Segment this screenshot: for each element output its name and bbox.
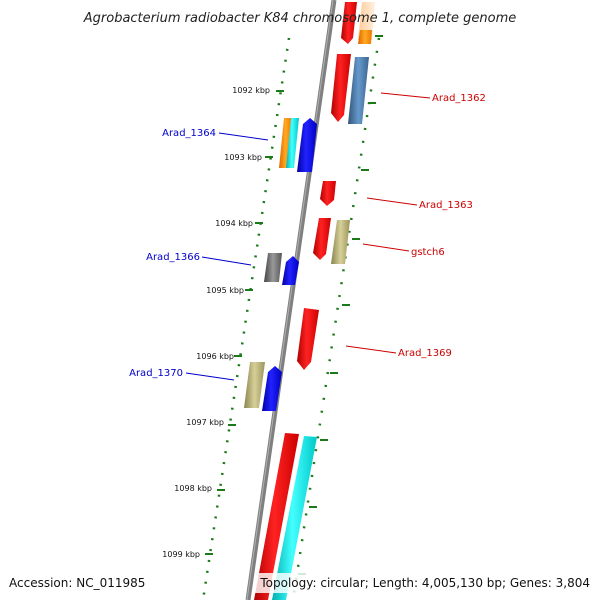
- gene-large-red[interactable]: [254, 433, 299, 600]
- gene-label-gstch6[interactable]: gstch6: [411, 247, 445, 258]
- gene-label-arad-1363[interactable]: Arad_1363: [419, 200, 473, 211]
- genome-backbone: [245, 0, 337, 600]
- gene-label-arad-1370[interactable]: Arad_1370: [129, 368, 183, 379]
- scale-label-1093: 1093 kbp: [224, 153, 262, 162]
- scale-label-1095: 1095 kbp: [206, 286, 244, 295]
- backbone-highlight: [246, 0, 334, 600]
- gene-arad-1366-gray[interactable]: [264, 253, 282, 282]
- scale-label-1099: 1099 kbp: [162, 550, 200, 559]
- gene-arad-1362-red[interactable]: [331, 54, 351, 122]
- topology-text: Topology: circular; Length: 4,005,130 bp…: [259, 576, 590, 590]
- gene-arad-1369-red[interactable]: [297, 308, 319, 370]
- left-scale-track: [201, 37, 291, 600]
- gene-large-cyan[interactable]: [272, 436, 317, 600]
- gene-arad-1364-cyan[interactable]: [286, 118, 299, 168]
- gene-arad-1366-blue[interactable]: [282, 256, 299, 285]
- gene-label-arad-1362[interactable]: Arad_1362: [432, 93, 486, 104]
- footer-topology-bg: [255, 573, 593, 593]
- leader-lines-left: [185, 132, 269, 381]
- gene-arad-1370-blue[interactable]: [262, 366, 282, 411]
- scale-label-1092: 1092 kbp: [232, 86, 270, 95]
- gene-arad-1364-orange[interactable]: [279, 118, 292, 168]
- gene-arad-1364-blue[interactable]: [297, 118, 317, 172]
- gene-gstch6-red[interactable]: [313, 218, 331, 260]
- gene-top-red[interactable]: [341, 2, 357, 44]
- gene-arad-1363-red-small[interactable]: [320, 181, 336, 206]
- gene-arad-1362-steel[interactable]: [348, 57, 369, 124]
- leader-lines-right: [345, 92, 431, 354]
- scale-label-1098: 1098 kbp: [174, 484, 212, 493]
- right-major-ticks: [298, 35, 383, 575]
- gene-arad-1370-khaki[interactable]: [244, 362, 265, 408]
- left-major-ticks: [205, 90, 284, 555]
- scale-label-1094: 1094 kbp: [215, 219, 253, 228]
- gene-label-arad-1369[interactable]: Arad_1369: [398, 348, 452, 359]
- accession-text: Accession: NC_011985: [9, 576, 145, 590]
- scale-label-1096: 1096 kbp: [196, 352, 234, 361]
- gene-top-orange[interactable]: [358, 30, 372, 44]
- scale-label-1097: 1097 kbp: [186, 418, 224, 427]
- gene-label-arad-1366[interactable]: Arad_1366: [146, 252, 200, 263]
- gene-label-arad-1364[interactable]: Arad_1364: [162, 128, 216, 139]
- gene-gstch6-khaki[interactable]: [331, 220, 350, 264]
- map-title: Agrobacterium radiobacter K84 chromosome…: [83, 11, 516, 26]
